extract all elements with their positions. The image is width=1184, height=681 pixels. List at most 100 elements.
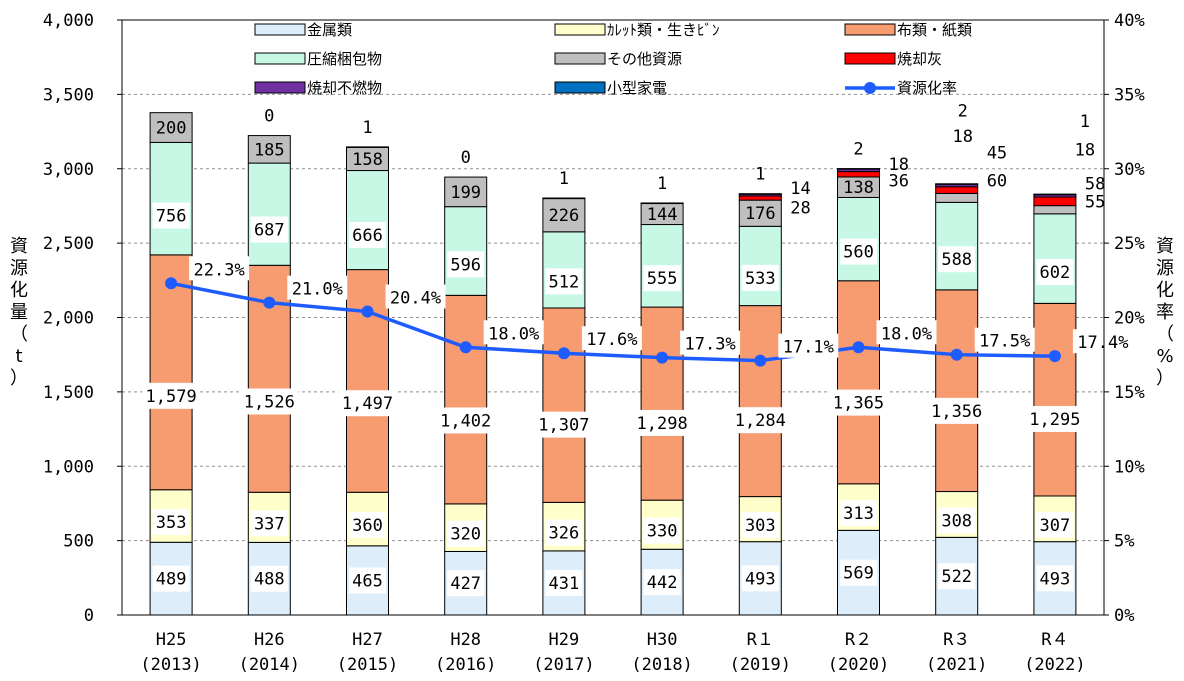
category-label: R４ <box>1041 630 1068 650</box>
y-tick-label: 4,000 <box>43 11 94 31</box>
label-cullet: 313 <box>843 504 874 524</box>
axes: 0 500 1,000 1,500 2,000 2,500 3,000 3,500 4,000 0… <box>10 11 1174 675</box>
label-other: 144 <box>647 205 678 225</box>
label-cloth-paper-bg <box>1025 405 1084 432</box>
label-compressed-bg <box>348 221 387 248</box>
y2-tick-label: 35% <box>1114 85 1145 105</box>
label-cullet: 307 <box>1040 516 1071 536</box>
label-other: 158 <box>352 150 383 170</box>
label-cullet-bg <box>1036 511 1074 538</box>
legend-swatch <box>254 81 306 94</box>
bar-segment <box>346 146 389 148</box>
bar-segment <box>542 197 586 233</box>
label-cullet-bg <box>839 500 878 527</box>
label-cullet: 303 <box>745 516 776 536</box>
ratio-label: 20.4% <box>390 289 441 309</box>
label-compressed: 533 <box>745 269 776 289</box>
ratio-label: 18.0% <box>881 324 932 344</box>
bar-segment <box>346 269 389 493</box>
y2-tick-label: 0% <box>1114 606 1134 626</box>
bar-segment <box>444 206 488 296</box>
label-small-segment: 55 <box>1085 192 1105 212</box>
bar-segment <box>1033 213 1077 304</box>
category-year-label: (2016) <box>435 655 496 675</box>
category-year-label: (2022) <box>1024 655 1085 675</box>
label-metal: 427 <box>450 574 481 594</box>
bar-segment <box>1033 302 1077 497</box>
label-cloth-paper: 1,307 <box>538 416 589 436</box>
ratio-line <box>165 277 1061 367</box>
label-compressed: 596 <box>450 255 481 275</box>
ratio-label-bg <box>876 320 937 345</box>
ratio-label-bg <box>778 333 839 358</box>
legend-swatch <box>554 23 606 36</box>
bar-segment <box>247 162 291 266</box>
bar-segment <box>1033 205 1077 215</box>
label-compressed: 756 <box>156 207 187 227</box>
label-small-appliance: 1 <box>362 118 372 138</box>
label-compressed-bg <box>447 251 485 278</box>
label-metal-bg <box>643 569 681 596</box>
label-cullet: 353 <box>156 513 187 533</box>
label-cullet-bg <box>643 517 681 544</box>
label-cullet-bg <box>447 520 485 547</box>
legend-label: 金属類 <box>307 21 352 39</box>
y2-tick-label: 25% <box>1114 234 1145 254</box>
ratio-label-bg <box>581 326 642 351</box>
label-cloth-paper-bg <box>436 407 495 434</box>
ratio-label-bg <box>1072 329 1133 354</box>
label-metal: 442 <box>647 573 678 593</box>
y2-tick-label: 30% <box>1114 160 1145 180</box>
label-metal: 493 <box>1040 569 1071 589</box>
label-compressed: 602 <box>1040 263 1071 283</box>
label-compressed: 560 <box>843 243 874 263</box>
bar-segment <box>738 193 782 195</box>
category-label: H27 <box>352 630 383 650</box>
ratio-label-bg <box>974 327 1035 352</box>
label-small-appliance: 0 <box>264 107 274 127</box>
label-cloth-paper: 1,579 <box>146 387 197 407</box>
label-cloth-paper: 1,402 <box>440 411 491 431</box>
bar-segment <box>935 192 979 203</box>
y2-tick-label: 15% <box>1114 383 1145 403</box>
category-label: H30 <box>647 630 678 650</box>
label-cullet-bg <box>250 510 288 537</box>
label-metal-bg <box>741 565 779 592</box>
label-other: 185 <box>254 140 285 160</box>
label-cullet: 337 <box>254 514 285 534</box>
label-cloth-paper-bg <box>534 411 593 438</box>
label-small-appliance: 1 <box>657 174 667 194</box>
label-cullet: 330 <box>647 522 678 542</box>
label-cullet-bg <box>741 512 779 539</box>
label-cloth-paper-bg <box>633 409 692 436</box>
label-other: 200 <box>156 119 187 139</box>
label-small-segment: 18 <box>889 155 909 175</box>
bar-segment <box>738 195 782 201</box>
y2-axis-title: 資 <box>1156 236 1174 257</box>
y2-tick-label: 20% <box>1114 309 1145 329</box>
legend-label: 小型家電 <box>607 79 667 97</box>
category-year-label: (2015) <box>337 655 398 675</box>
label-cloth-paper: 1,526 <box>244 392 295 412</box>
label-metal-bg <box>545 569 583 596</box>
ratio-point <box>165 277 178 290</box>
category-year-label: (2017) <box>533 655 594 675</box>
label-compressed-bg <box>152 202 190 229</box>
bar-segment <box>1033 193 1077 196</box>
ratio-polyline <box>170 281 1055 363</box>
ratio-point <box>361 305 374 318</box>
ratio-point <box>557 347 570 360</box>
label-compressed-bg <box>1036 259 1074 286</box>
label-small-appliance: 1 <box>1080 112 1090 132</box>
label-metal: 493 <box>745 569 776 589</box>
label-compressed-bg <box>839 238 878 265</box>
bar-segment <box>444 294 488 505</box>
label-compressed-bg <box>545 268 583 295</box>
y-axis-title: （ <box>10 324 28 345</box>
y-axis-title: 源 <box>10 258 28 279</box>
category-year-label: (2018) <box>631 655 692 675</box>
label-cloth-paper-bg <box>338 390 397 417</box>
label-cullet: 360 <box>352 516 383 536</box>
category-label: H25 <box>156 630 187 650</box>
bar-segment <box>837 168 880 170</box>
